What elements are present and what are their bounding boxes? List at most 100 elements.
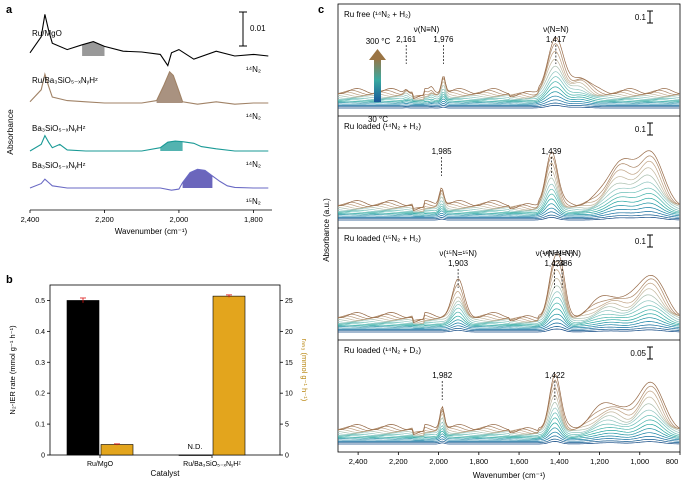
a-series-name-1: Ru/Ba₃SiO₅₋ₓNᵧHᶻ [32, 76, 98, 85]
c-spectrum-2-0 [338, 328, 680, 333]
panel-c: c Absorbance (a.u.) Ru free (¹⁴N₂ + H₂) 0… [318, 3, 681, 480]
b-y-tick-right-label-4: 20 [285, 329, 293, 336]
c-spectrum-3-7 [337, 412, 680, 438]
c-annotation-0-4: ν(N=N) [543, 25, 569, 34]
c-spectrum-0-5 [337, 86, 680, 103]
b-y-tick-label-0: 0 [41, 453, 45, 460]
a-series-gas-0: ¹⁴N₂ [246, 65, 261, 74]
c-spectrum-2-3 [338, 318, 680, 329]
c-spectrum-2-4 [337, 313, 680, 328]
c-spectrum-2-12 [337, 260, 680, 322]
b-y-tick-label-3: 0.3 [35, 360, 45, 367]
c-annotation-1-0: 1,985 [432, 147, 453, 156]
b-categories: Ru/MgO Ru/Ba₃SiO₅₋ₓNᵧHᶻ [87, 455, 241, 468]
b-y-tick-label-1: 0.1 [35, 422, 45, 429]
b-annotation-nd: N.D. [188, 442, 203, 451]
b-bars: N.D. [66, 294, 246, 456]
c-spectrum-1-5 [337, 197, 680, 215]
c-spectrum-2-13 [337, 253, 680, 324]
c-annotation-3-1: 1,422 [545, 371, 566, 380]
a-series-labels: Ru/MgO ¹⁴N₂ Ru/Ba₃SiO₅₋ₓNᵧHᶻ ¹⁴N₂ Ba₃SiO₅₋ₓN… [32, 29, 261, 206]
b-y-tick-right-label-1: 5 [285, 422, 289, 429]
c-subpanel-title-3: Ru loaded (¹⁴N₂ + D₂) [344, 346, 421, 355]
a-scale-bar: 0.01 [239, 11, 266, 47]
c-annotation-0-2: 1,417 [546, 35, 567, 44]
c-spectrum-3-6 [337, 417, 680, 438]
b-y-tick-label-4: 0.4 [35, 329, 45, 336]
c-subpanel-2: Ru loaded (¹⁵N₂ + H₂) 0.1ν(¹⁵N=¹⁵N)1,903ν… [337, 227, 680, 333]
c-x-tick-label-5: 1,400 [550, 457, 569, 466]
c-annotation-0-1: 1,976 [433, 35, 454, 44]
c-spectrum-1-0 [338, 216, 680, 221]
c-spectrum-0-3 [338, 95, 680, 105]
c-spectrum-1-4 [337, 202, 680, 216]
c-spectrum-3-1 [338, 438, 680, 444]
c-spectrum-1-8 [337, 181, 680, 213]
c-spectrum-0-0 [338, 105, 680, 109]
c-subpanels: Ru free (¹⁴N₂ + H₂) 0.12,161 1,976 1,417ν(N… [337, 10, 680, 445]
b-y-tick-label-2: 0.2 [35, 391, 45, 398]
c-spectrum-3-2 [338, 435, 680, 442]
c-spectrum-2-10 [337, 278, 680, 324]
panel-label-c: c [318, 4, 324, 16]
b-bar-left-1 [178, 454, 212, 456]
b-y-tick-label-5: 0.5 [35, 298, 45, 305]
a-scale-bar-label: 0.01 [250, 24, 266, 33]
c-scale-bar-label-0: 0.1 [635, 13, 647, 22]
a-series-name-0: Ru/MgO [32, 29, 62, 38]
panel-label-a: a [6, 4, 13, 16]
c-spectrum-0-2 [338, 99, 680, 106]
c-spectrum-0-1 [338, 102, 680, 108]
b-xlabel: Catalyst [151, 469, 181, 478]
c-spectrum-3-0 [338, 441, 680, 445]
a-series-gas-1: ¹⁴N₂ [246, 112, 261, 121]
b-y-tick-right-label-5: 25 [285, 298, 293, 305]
b-y-ticks-right: 0 5 10 15 20 25 [280, 298, 293, 460]
c-temperature-key: 300 °C 30 °C [366, 37, 391, 124]
panel-a: a Absorbance 0.01 Ru/MgO ¹⁴N₂ Ru/Ba₃SiO₅₋ₓ… [5, 4, 272, 236]
c-annotation-2-1: 1,903 [448, 259, 469, 268]
c-spectrum-1-2 [338, 211, 680, 218]
b-plot-frame [49, 284, 281, 456]
c-x-tick-label-0: 2,400 [349, 457, 368, 466]
c-spectrum-3-13 [337, 373, 680, 436]
c-annotation-2-4: ν(¹⁵N=¹⁵N) [543, 249, 581, 258]
temperature-arrow-head [369, 49, 386, 60]
c-annotation-1-1: 1,439 [541, 147, 562, 156]
b-category-label-1: Ru/Ba₃SiO₅₋ₓNᵧHᶻ [183, 461, 241, 468]
a-series-gas-2: ¹⁴N₂ [246, 160, 261, 169]
b-y-tick-right-label-3: 15 [285, 360, 293, 367]
c-scale-bar-label-2: 0.1 [635, 237, 647, 246]
c-ylabel: Absorbance (a.u.) [322, 198, 331, 262]
c-spectrum-0-6 [337, 81, 680, 102]
c-spectrum-2-8 [337, 291, 680, 325]
c-spectrum-3-4 [337, 427, 680, 440]
a-peak-fill-1 [156, 71, 183, 103]
b-y-tick-right-label-2: 10 [285, 391, 293, 398]
c-spectrum-1-13 [337, 150, 680, 212]
c-subpanel-1: Ru loaded (¹⁴N₂ + H₂) 0.1 1,985 1,439 [337, 115, 680, 221]
a-series-gas-3: ¹⁵N₂ [246, 197, 261, 206]
c-spectrum-2-5 [337, 308, 680, 327]
c-spectrum-3-5 [337, 422, 680, 439]
a-ylabel: Absorbance [5, 109, 15, 155]
c-spectrum-0-8 [337, 71, 680, 101]
c-spectrum-2-2 [338, 322, 680, 330]
c-spectrum-3-3 [338, 431, 680, 441]
c-annotation-2-5: 1,386 [552, 259, 573, 268]
c-spectrum-3-8 [337, 407, 680, 437]
c-xlabel: Wavenumber (cm⁻¹) [473, 471, 546, 480]
c-spectrum-0-13 [337, 37, 680, 100]
a-x-tick-label-0: 2,400 [21, 215, 40, 224]
c-spectrum-0-7 [337, 76, 680, 102]
a-peak-fill-3 [182, 169, 213, 188]
c-spectrum-0-4 [337, 91, 680, 104]
b-y-ticks: 0 0.1 0.2 0.3 0.4 0.5 [35, 298, 50, 460]
a-series-line-2 [29, 134, 269, 152]
a-peak-fill-2 [160, 141, 183, 151]
c-annotation-2-0: ν(¹⁵N=¹⁵N) [439, 249, 477, 258]
c-scale-bar-label-1: 0.1 [635, 125, 647, 134]
b-y-tick-right-label-0: 0 [285, 453, 289, 460]
a-curves [29, 14, 269, 191]
